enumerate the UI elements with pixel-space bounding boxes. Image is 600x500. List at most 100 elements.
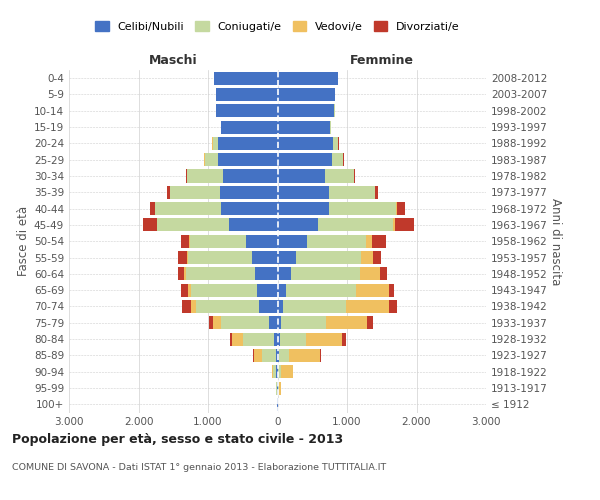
Bar [254, 349, 262, 362]
Bar [376, 186, 378, 199]
Bar [243, 332, 274, 345]
Bar [221, 316, 269, 330]
Bar [149, 202, 155, 215]
Bar [277, 365, 278, 378]
Bar [276, 382, 277, 394]
Bar [318, 218, 393, 232]
Bar [217, 88, 277, 101]
Bar [277, 316, 281, 330]
Bar [277, 349, 279, 362]
Bar [332, 153, 343, 166]
Bar [286, 284, 356, 296]
Bar [279, 349, 289, 362]
Bar [212, 316, 221, 330]
Bar [230, 332, 232, 345]
Bar [218, 137, 277, 150]
Bar [307, 234, 367, 248]
Bar [186, 170, 187, 182]
Bar [143, 218, 157, 232]
Bar [356, 284, 389, 296]
Bar [272, 365, 274, 378]
Bar [373, 251, 382, 264]
Bar [343, 153, 344, 166]
Bar [196, 300, 259, 313]
Bar [291, 268, 360, 280]
Bar [276, 349, 277, 362]
Bar [188, 251, 252, 264]
Bar [157, 218, 229, 232]
Bar [178, 251, 187, 264]
Bar [245, 234, 277, 248]
Bar [170, 186, 220, 199]
Bar [277, 170, 325, 182]
Bar [204, 153, 205, 166]
Bar [209, 316, 212, 330]
Bar [333, 137, 338, 150]
Bar [375, 186, 376, 199]
Bar [395, 218, 413, 232]
Bar [277, 202, 329, 215]
Bar [397, 202, 405, 215]
Bar [191, 300, 196, 313]
Bar [217, 104, 277, 118]
Bar [205, 153, 218, 166]
Bar [277, 153, 332, 166]
Bar [373, 234, 386, 248]
Bar [277, 284, 286, 296]
Bar [393, 218, 395, 232]
Bar [296, 251, 361, 264]
Bar [325, 170, 354, 182]
Bar [389, 300, 397, 313]
Bar [277, 234, 307, 248]
Bar [184, 268, 186, 280]
Bar [181, 234, 190, 248]
Bar [354, 170, 355, 182]
Y-axis label: Anni di nascita: Anni di nascita [548, 198, 562, 285]
Bar [278, 365, 281, 378]
Bar [329, 186, 375, 199]
Text: Femmine: Femmine [350, 54, 414, 66]
Bar [187, 170, 223, 182]
Bar [307, 332, 343, 345]
Bar [277, 332, 280, 345]
Y-axis label: Fasce di età: Fasce di età [17, 206, 30, 276]
Bar [277, 268, 291, 280]
Bar [320, 349, 321, 362]
Bar [191, 284, 257, 296]
Bar [329, 202, 395, 215]
Bar [182, 300, 191, 313]
Bar [274, 332, 277, 345]
Bar [281, 365, 293, 378]
Bar [277, 104, 334, 118]
Text: Popolazione per età, sesso e stato civile - 2013: Popolazione per età, sesso e stato civil… [12, 432, 343, 446]
Bar [367, 234, 373, 248]
Bar [257, 284, 277, 296]
Bar [389, 284, 394, 296]
Bar [280, 332, 307, 345]
Bar [277, 137, 333, 150]
Bar [188, 284, 191, 296]
Text: COMUNE DI SAVONA - Dati ISTAT 1° gennaio 2013 - Elaborazione TUTTITALIA.IT: COMUNE DI SAVONA - Dati ISTAT 1° gennaio… [12, 462, 386, 471]
Bar [218, 153, 277, 166]
Bar [380, 268, 387, 280]
Bar [360, 268, 380, 280]
Bar [277, 218, 318, 232]
Bar [274, 365, 277, 378]
Bar [167, 186, 170, 199]
Bar [178, 268, 184, 280]
Bar [187, 251, 188, 264]
Legend: Celibi/Nubili, Coniugati/e, Vedovi/e, Divorziati/e: Celibi/Nubili, Coniugati/e, Vedovi/e, Di… [91, 17, 464, 36]
Bar [269, 316, 277, 330]
Bar [281, 316, 326, 330]
Bar [212, 137, 218, 150]
Bar [155, 202, 221, 215]
Bar [283, 300, 346, 313]
Text: Maschi: Maschi [149, 54, 197, 66]
Bar [229, 218, 277, 232]
Bar [361, 251, 373, 264]
Bar [186, 268, 255, 280]
Bar [259, 300, 277, 313]
Bar [278, 382, 281, 394]
Bar [223, 170, 277, 182]
Bar [262, 349, 276, 362]
